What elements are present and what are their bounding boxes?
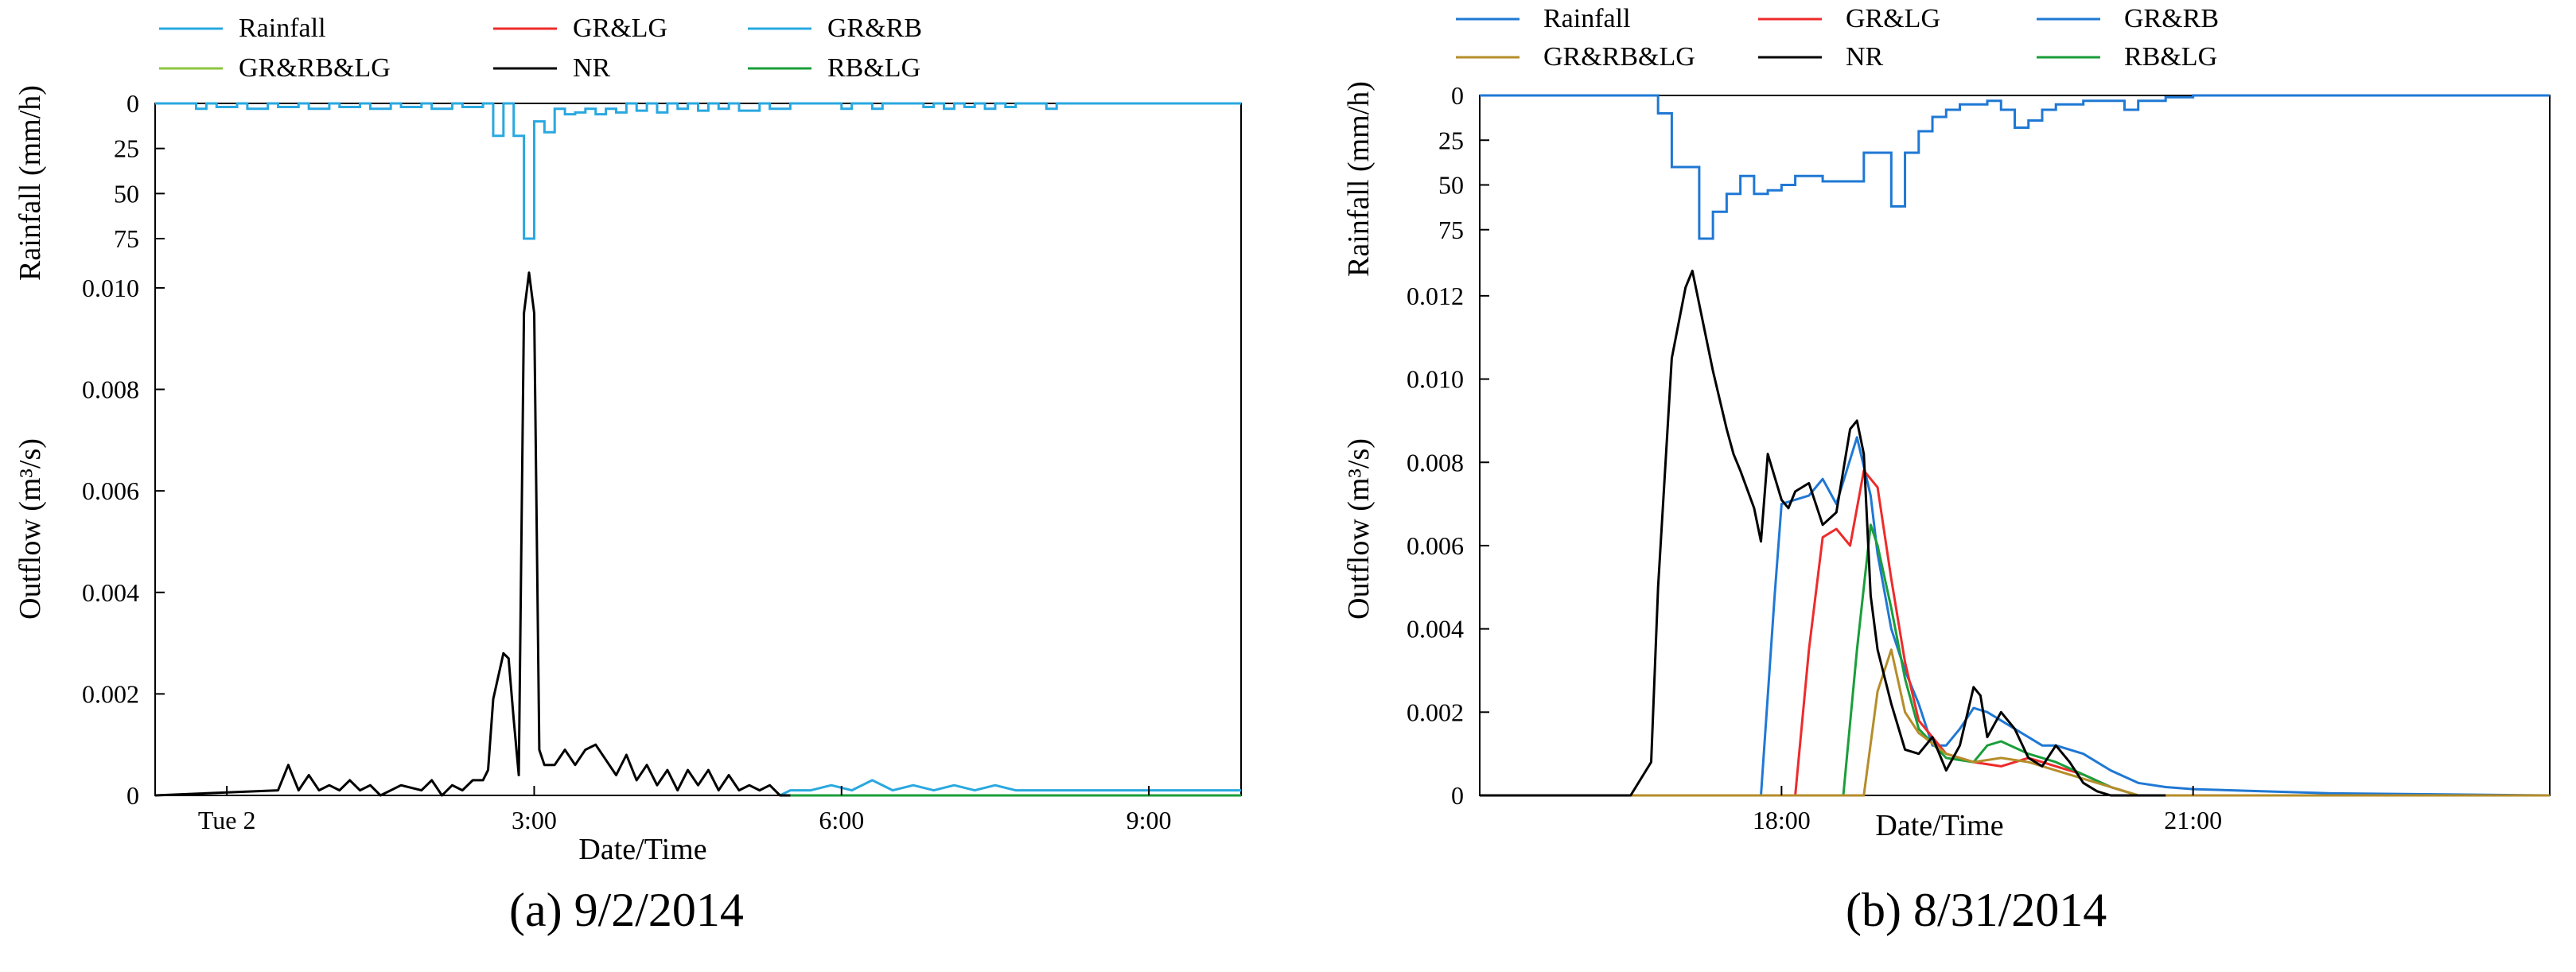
legend-label-b-2: GR&RB [2124, 4, 2219, 33]
out-ytick-label-a-2: 0.004 [82, 578, 139, 607]
legend-item-a-0: Rainfall [159, 14, 326, 43]
legend-item-b-5: RB&LG [2037, 42, 2217, 72]
out-ytick-label-a-3: 0.006 [82, 476, 139, 505]
legend-item-a-4: NR [493, 53, 611, 83]
out-ytick-label-a-5: 0.010 [82, 274, 139, 302]
rain-ytick-label-a-1: 25 [114, 134, 139, 163]
xtick-label-a-3: 9:00 [1127, 806, 1172, 834]
xtick-label-a-1: 3:00 [512, 806, 557, 834]
legend-item-a-1: GR&LG [493, 14, 667, 43]
series-gr-lg-b [1480, 469, 2550, 797]
series-gr-rb-b [1480, 436, 2551, 797]
xlabel-b: Date/Time [1875, 809, 2003, 842]
out-ytick-label-b-6: 0.012 [1407, 282, 1464, 310]
legend-item-a-3: GR&RB&LG [159, 53, 391, 83]
legend-label-a-5: RB&LG [827, 53, 920, 83]
out-ytick-label-b-0: 0 [1451, 781, 1464, 810]
rain-ytick-label-b-1: 25 [1438, 126, 1464, 154]
rain-ytick-label-a-2: 50 [114, 179, 139, 208]
legend-label-a-0: Rainfall [239, 14, 326, 43]
xtick-label-a-0: Tue 2 [198, 806, 256, 834]
chart-svg-b: Rainfall GR&LG GR&RB GR&RB&LG NR RB&LG 0 25 50 75… [1342, 4, 2551, 842]
legend-label-a-1: GR&LG [573, 14, 667, 43]
rain-ylabel-a: Rainfall (mm/h) [14, 85, 47, 281]
series-rainfall-b [1480, 94, 2550, 240]
rain-ytick-label-b-0: 0 [1451, 81, 1464, 110]
legend-label-b-1: GR&LG [1846, 4, 1940, 33]
rain-ytick-label-a-3: 75 [114, 224, 139, 253]
series-gr-rb-a [779, 779, 1241, 797]
rain-ytick-label-a-0: 0 [126, 89, 139, 118]
legend-a: Rainfall GR&LG GR&RB GR&RB&LG NR RB&LG [159, 14, 922, 83]
legend-label-b-4: NR [1846, 42, 1884, 72]
xtick-label-a-2: 6:00 [819, 806, 864, 834]
legend-b: Rainfall GR&LG GR&RB GR&RB&LG NR RB&LG [1456, 4, 2219, 72]
out-ytick-label-b-5: 0.010 [1407, 365, 1464, 394]
xtick-label-b-1: 21:00 [2164, 806, 2222, 834]
legend-item-b-2: GR&RB [2037, 4, 2219, 33]
out-ytick-label-a-4: 0.008 [82, 375, 139, 404]
out-ylabel-a: Outflow (m³/s) [14, 438, 47, 620]
out-ytick-label-b-1: 0.002 [1407, 698, 1464, 726]
out-ytick-label-a-0: 0 [126, 781, 139, 810]
series-nr-b [1480, 270, 2166, 797]
rain-ytick-label-b-3: 75 [1438, 216, 1464, 244]
legend-label-a-4: NR [573, 53, 611, 83]
out-ytick-label-a-1: 0.002 [82, 679, 139, 708]
rain-ytick-label-b-2: 50 [1438, 171, 1464, 200]
legend-item-a-2: GR&RB [748, 14, 922, 43]
legend-item-b-0: Rainfall [1456, 4, 1631, 33]
legend-label-b-5: RB&LG [2124, 42, 2217, 72]
plot-frame-a [154, 103, 1242, 796]
series-gr-rb-lg-b [1480, 648, 2550, 797]
chart-panel-b: Rainfall GR&LG GR&RB GR&RB&LG NR RB&LG 0 25 50 75… [1273, 0, 2576, 972]
out-ytick-label-b-2: 0.004 [1407, 615, 1464, 643]
out-ytick-label-b-3: 0.006 [1407, 531, 1464, 560]
xlabel-a: Date/Time [578, 833, 706, 866]
chart-svg-a: Rainfall GR&LG GR&RB GR&RB&LG NR RB&LG 0 25 50 75… [14, 14, 1242, 866]
legend-item-b-1: GR&LG [1758, 4, 1940, 33]
legend-item-b-3: GR&RB&LG [1456, 42, 1695, 72]
plot-frame-b [1479, 95, 2551, 796]
legend-label-b-3: GR&RB&LG [1543, 42, 1695, 72]
legend-label-a-2: GR&RB [827, 14, 922, 43]
rain-ylabel-b: Rainfall (mm/h) [1342, 81, 1376, 277]
series-nr-a [154, 271, 791, 797]
out-ytick-label-b-4: 0.008 [1407, 448, 1464, 476]
out-ylabel-b: Outflow (m³/s) [1342, 438, 1376, 620]
xtick-label-b-0: 18:00 [1753, 806, 1811, 834]
legend-label-b-0: Rainfall [1543, 4, 1631, 33]
chart-panel-a: Rainfall GR&LG GR&RB GR&RB&LG NR RB&LG 0 25 50 75… [0, 0, 1273, 972]
series-rb-lg-b [1480, 523, 2550, 797]
chart-caption-a: (a) 9/2/2014 [509, 884, 744, 936]
legend-item-a-5: RB&LG [748, 53, 920, 83]
legend-item-b-4: NR [1758, 42, 1884, 72]
legend-label-a-3: GR&RB&LG [239, 53, 391, 83]
chart-caption-b: (b) 8/31/2014 [1846, 884, 2107, 936]
series-rainfall-a [155, 102, 1241, 240]
